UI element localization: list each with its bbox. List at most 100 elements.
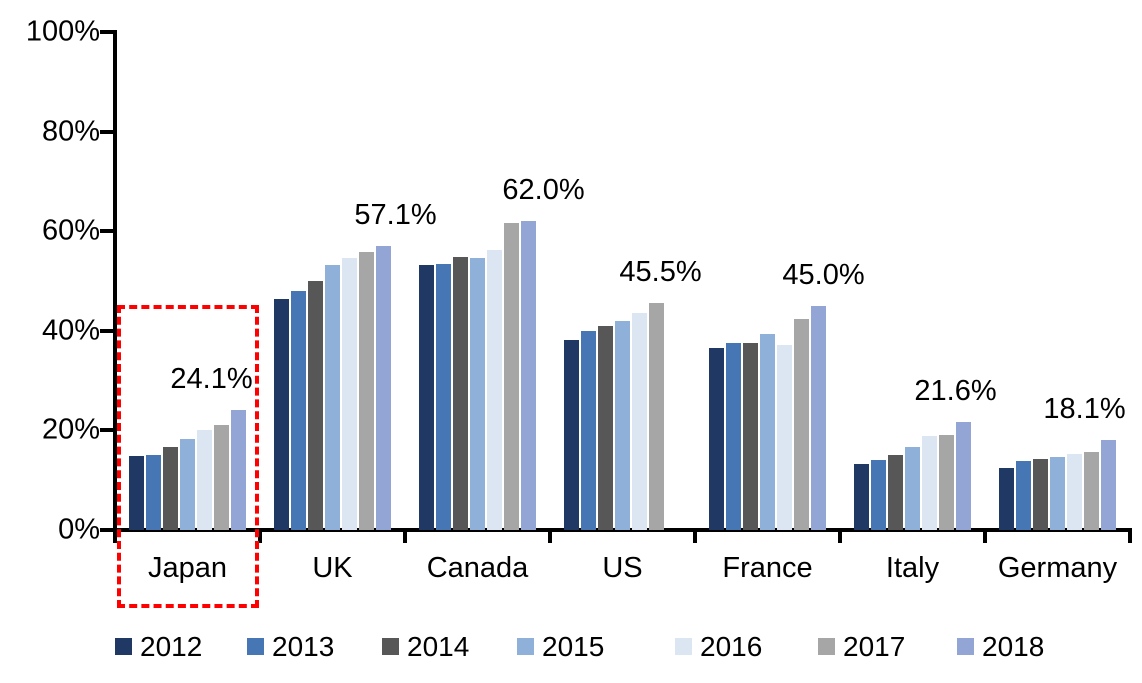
legend-swatch-2014 (382, 638, 399, 655)
bar-japan-2016 (197, 430, 212, 530)
legend-swatch-2017 (818, 638, 835, 655)
bar-italy-2012 (854, 463, 869, 530)
x-axis-tick (403, 531, 407, 543)
highlight-rectangle-japan (117, 305, 259, 608)
bar-us-2014 (598, 326, 613, 530)
bar-japan-2018 (231, 409, 246, 530)
bar-france-2018 (811, 305, 826, 530)
bar-germany-2013 (1016, 461, 1031, 530)
legend-label-2015: 2015 (542, 631, 605, 662)
bar-italy-2016 (922, 436, 937, 530)
bar-italy-2018 (956, 422, 971, 530)
bar-canada-2018 (521, 221, 536, 530)
bar-italy-2015 (905, 446, 920, 530)
value-label-japan: 24.1% (170, 362, 253, 395)
bar-germany-2012 (999, 468, 1014, 530)
legend-label-2017: 2017 (843, 631, 906, 662)
bar-france-2012 (709, 348, 724, 530)
legend-swatch-2018 (957, 638, 974, 655)
y-axis-tick (100, 428, 113, 433)
bar-japan-2012 (129, 456, 144, 530)
value-label-france: 45.0% (782, 258, 865, 291)
legend-label-2016: 2016 (700, 631, 763, 662)
bar-uk-2018 (376, 245, 391, 530)
x-axis-tick (548, 531, 552, 543)
bar-canada-2015 (470, 258, 485, 530)
value-label-canada: 62.0% (502, 174, 585, 207)
x-axis-tick (983, 531, 987, 543)
bar-canada-2017 (504, 223, 519, 530)
bar-uk-2012 (274, 298, 289, 530)
bar-germany-2018 (1101, 439, 1116, 530)
bar-us-2016 (632, 313, 647, 530)
x-axis-tick (258, 531, 262, 543)
bar-canada-2014 (453, 256, 468, 530)
value-label-uk: 57.1% (354, 198, 437, 231)
bar-france-2014 (743, 343, 758, 530)
y-axis-tick (100, 528, 113, 532)
bar-italy-2013 (871, 460, 886, 530)
category-label-italy: Italy (885, 552, 940, 584)
bar-japan-2014 (163, 447, 178, 530)
bar-uk-2013 (291, 291, 306, 530)
category-label-canada: Canada (426, 552, 529, 584)
y-axis-tick-label: 20% (41, 413, 100, 446)
bar-canada-2012 (419, 265, 434, 530)
y-axis-tick-label: 40% (41, 314, 100, 347)
bar-uk-2017 (359, 252, 374, 530)
x-axis-tick (838, 531, 842, 543)
x-axis-line (113, 528, 1132, 532)
y-axis-tick-label: 80% (41, 115, 100, 148)
bar-france-2017 (794, 318, 809, 530)
value-label-italy: 21.6% (914, 375, 997, 408)
category-label-uk: UK (312, 552, 353, 584)
y-axis-tick (100, 30, 113, 34)
y-axis-line (113, 30, 117, 534)
legend-label-2012: 2012 (140, 631, 203, 662)
bar-uk-2014 (308, 281, 323, 530)
bar-italy-2017 (939, 435, 954, 530)
bar-germany-2014 (1033, 459, 1048, 530)
bar-germany-2017 (1084, 451, 1099, 530)
category-label-japan: Japan (147, 552, 227, 584)
bar-us-2015 (615, 320, 630, 530)
x-axis-tick (693, 531, 697, 543)
value-label-us: 45.5% (619, 256, 702, 289)
legend-swatch-2012 (115, 638, 132, 655)
legend-label-2013: 2013 (272, 631, 335, 662)
bar-france-2015 (760, 334, 775, 530)
y-axis-tick (100, 129, 113, 134)
legend-swatch-2016 (675, 638, 692, 655)
bar-canada-2016 (487, 250, 502, 530)
bar-us-2013 (581, 330, 596, 530)
category-label-germany: Germany (997, 552, 1118, 584)
value-label-germany: 18.1% (1043, 392, 1126, 425)
bar-japan-2017 (214, 424, 229, 530)
legend-swatch-2015 (517, 638, 534, 655)
category-label-france: France (722, 552, 813, 584)
legend-swatch-2013 (247, 638, 264, 655)
bar-germany-2016 (1067, 453, 1082, 530)
y-axis-tick-label: 60% (41, 214, 100, 247)
bar-germany-2015 (1050, 457, 1065, 530)
bar-uk-2015 (325, 265, 340, 530)
legend-label-2018: 2018 (982, 631, 1045, 662)
x-axis-tick (113, 531, 117, 543)
category-label-us: US (602, 552, 643, 584)
bar-france-2016 (777, 344, 792, 530)
bar-uk-2016 (342, 258, 357, 530)
y-axis-tick (100, 229, 113, 234)
legend: 2012 2013 2014 2015 2016 2017 2018 (0, 630, 1142, 670)
bar-japan-2015 (180, 439, 195, 530)
bar-italy-2014 (888, 454, 903, 530)
bar-canada-2013 (436, 263, 451, 530)
y-axis-tick (100, 328, 113, 333)
y-axis-tick-label: 0% (58, 513, 100, 546)
bar-france-2013 (726, 342, 741, 530)
bar-japan-2013 (146, 455, 161, 530)
bar-us-2017 (649, 303, 664, 530)
bar-us-2012 (564, 339, 579, 530)
legend-label-2014: 2014 (407, 631, 470, 662)
plot-area: 24.1% 57.1% 62.0% 45.5% 45.0% 21.6% 18.1% (100, 30, 1132, 543)
